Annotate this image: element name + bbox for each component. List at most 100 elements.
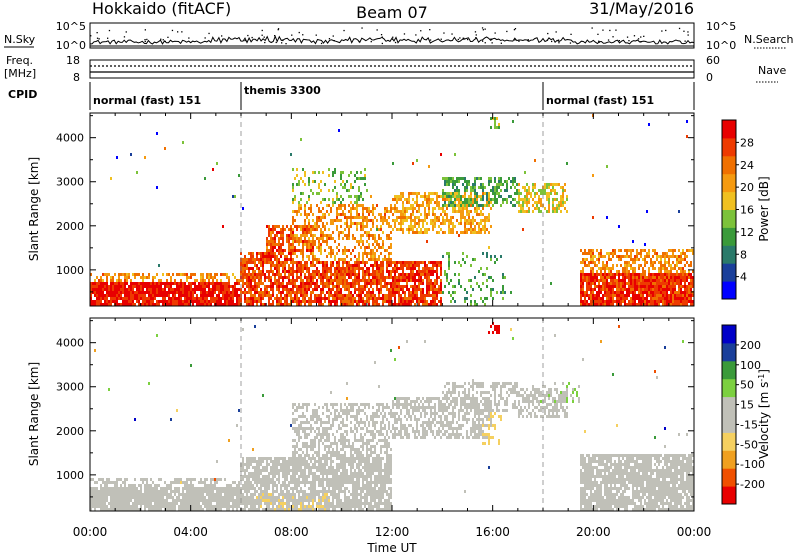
heatmap-cell [646, 210, 648, 213]
heatmap-cell [274, 282, 276, 285]
heatmap-cell [598, 303, 600, 306]
heatmap-cell [644, 255, 646, 258]
heatmap-cell [124, 300, 126, 303]
heatmap-cell [190, 285, 192, 288]
heatmap-cell [386, 264, 388, 267]
heatmap-cell [168, 300, 170, 303]
heatmap-cell [590, 255, 592, 258]
heatmap-cell [388, 297, 390, 300]
heatmap-cell [494, 201, 496, 204]
heatmap-cell [152, 300, 154, 303]
heatmap-cell [114, 294, 116, 297]
heatmap-cell [652, 279, 654, 282]
heatmap-cell [502, 273, 504, 276]
heatmap-cell [186, 300, 188, 303]
heatmap-cell [272, 249, 274, 252]
heatmap-cell [366, 219, 368, 222]
heatmap-cell [318, 207, 320, 210]
heatmap-cell [342, 204, 344, 207]
heatmap-cell [464, 201, 466, 204]
heatmap-cell [362, 177, 364, 180]
heatmap-cell [150, 294, 152, 297]
heatmap-cell [304, 300, 306, 303]
heatmap-cell [342, 180, 344, 183]
heatmap-cell [342, 231, 344, 234]
heatmap-cell [618, 276, 620, 279]
noise-search-dot [167, 36, 169, 38]
heatmap-cell [328, 213, 330, 216]
heatmap-cell [514, 180, 516, 183]
heatmap-cell [248, 252, 250, 255]
heatmap-cell [320, 273, 322, 276]
heatmap-cell [670, 255, 672, 258]
heatmap-cell [668, 300, 670, 303]
heatmap-cell [140, 499, 142, 502]
heatmap-cell [422, 291, 424, 294]
heatmap-cell [250, 258, 252, 261]
heatmap-cell [142, 303, 144, 306]
heatmap-cell [194, 499, 196, 502]
heatmap-cell [276, 243, 278, 246]
heatmap-cell [100, 496, 102, 499]
heatmap-cell [298, 201, 300, 204]
heatmap-cell [226, 282, 228, 285]
heatmap-cell [304, 267, 306, 270]
heatmap-cell [236, 279, 238, 282]
heatmap-cell [518, 183, 520, 186]
heatmap-cell [468, 180, 470, 183]
heatmap-cell [512, 204, 514, 207]
heatmap-cell [566, 198, 568, 201]
heatmap-cell [290, 234, 292, 237]
heatmap-cell [586, 264, 588, 267]
colorbar-tick-label: 16 [740, 204, 754, 217]
heatmap-cell [490, 288, 492, 291]
heatmap-cell [112, 490, 114, 493]
heatmap-cell [590, 279, 592, 282]
heatmap-cell [276, 285, 278, 288]
heatmap-cell [666, 282, 668, 285]
heatmap-cell [104, 300, 106, 303]
heatmap-cell [466, 201, 468, 204]
heatmap-cell [620, 273, 622, 276]
heatmap-cell [200, 273, 202, 276]
heatmap-cell [256, 303, 258, 306]
heatmap-cell [648, 123, 650, 126]
heatmap-cell [640, 273, 642, 276]
heatmap-cell [154, 303, 156, 306]
heatmap-cell [118, 273, 120, 276]
heatmap-cell [308, 243, 310, 246]
heatmap-cell [362, 261, 364, 264]
heatmap-cell [354, 216, 356, 219]
heatmap-cell [128, 294, 130, 297]
heatmap-cell [130, 493, 132, 496]
heatmap-cell [432, 198, 434, 201]
heatmap-cell [650, 279, 652, 282]
heatmap-cell [340, 276, 342, 279]
heatmap-cell [502, 288, 504, 291]
heatmap-cell [394, 303, 396, 306]
heatmap-cell [598, 297, 600, 300]
heatmap-cell [140, 508, 142, 511]
heatmap-cell [150, 496, 152, 499]
heatmap-cell [682, 291, 684, 294]
heatmap-cell [134, 294, 136, 297]
heatmap-cell [608, 291, 610, 294]
heatmap-cell [386, 288, 388, 291]
heatmap-cell [680, 297, 682, 300]
heatmap-cell [100, 300, 102, 303]
heatmap-cell [344, 270, 346, 273]
heatmap-cell [602, 261, 604, 264]
heatmap-cell [188, 294, 190, 297]
heatmap-cell [460, 264, 462, 267]
heatmap-cell [580, 297, 582, 300]
heatmap-cell [268, 258, 270, 261]
heatmap-cell [238, 294, 240, 297]
heatmap-cell [346, 270, 348, 273]
heatmap-cell [448, 180, 450, 183]
heatmap-cell [518, 210, 520, 213]
heatmap-cell [186, 490, 188, 493]
heatmap-cell [268, 291, 270, 294]
heatmap-cell [440, 303, 442, 306]
heatmap-cell [406, 207, 408, 210]
freq-label-line1: Freq. [6, 54, 33, 67]
